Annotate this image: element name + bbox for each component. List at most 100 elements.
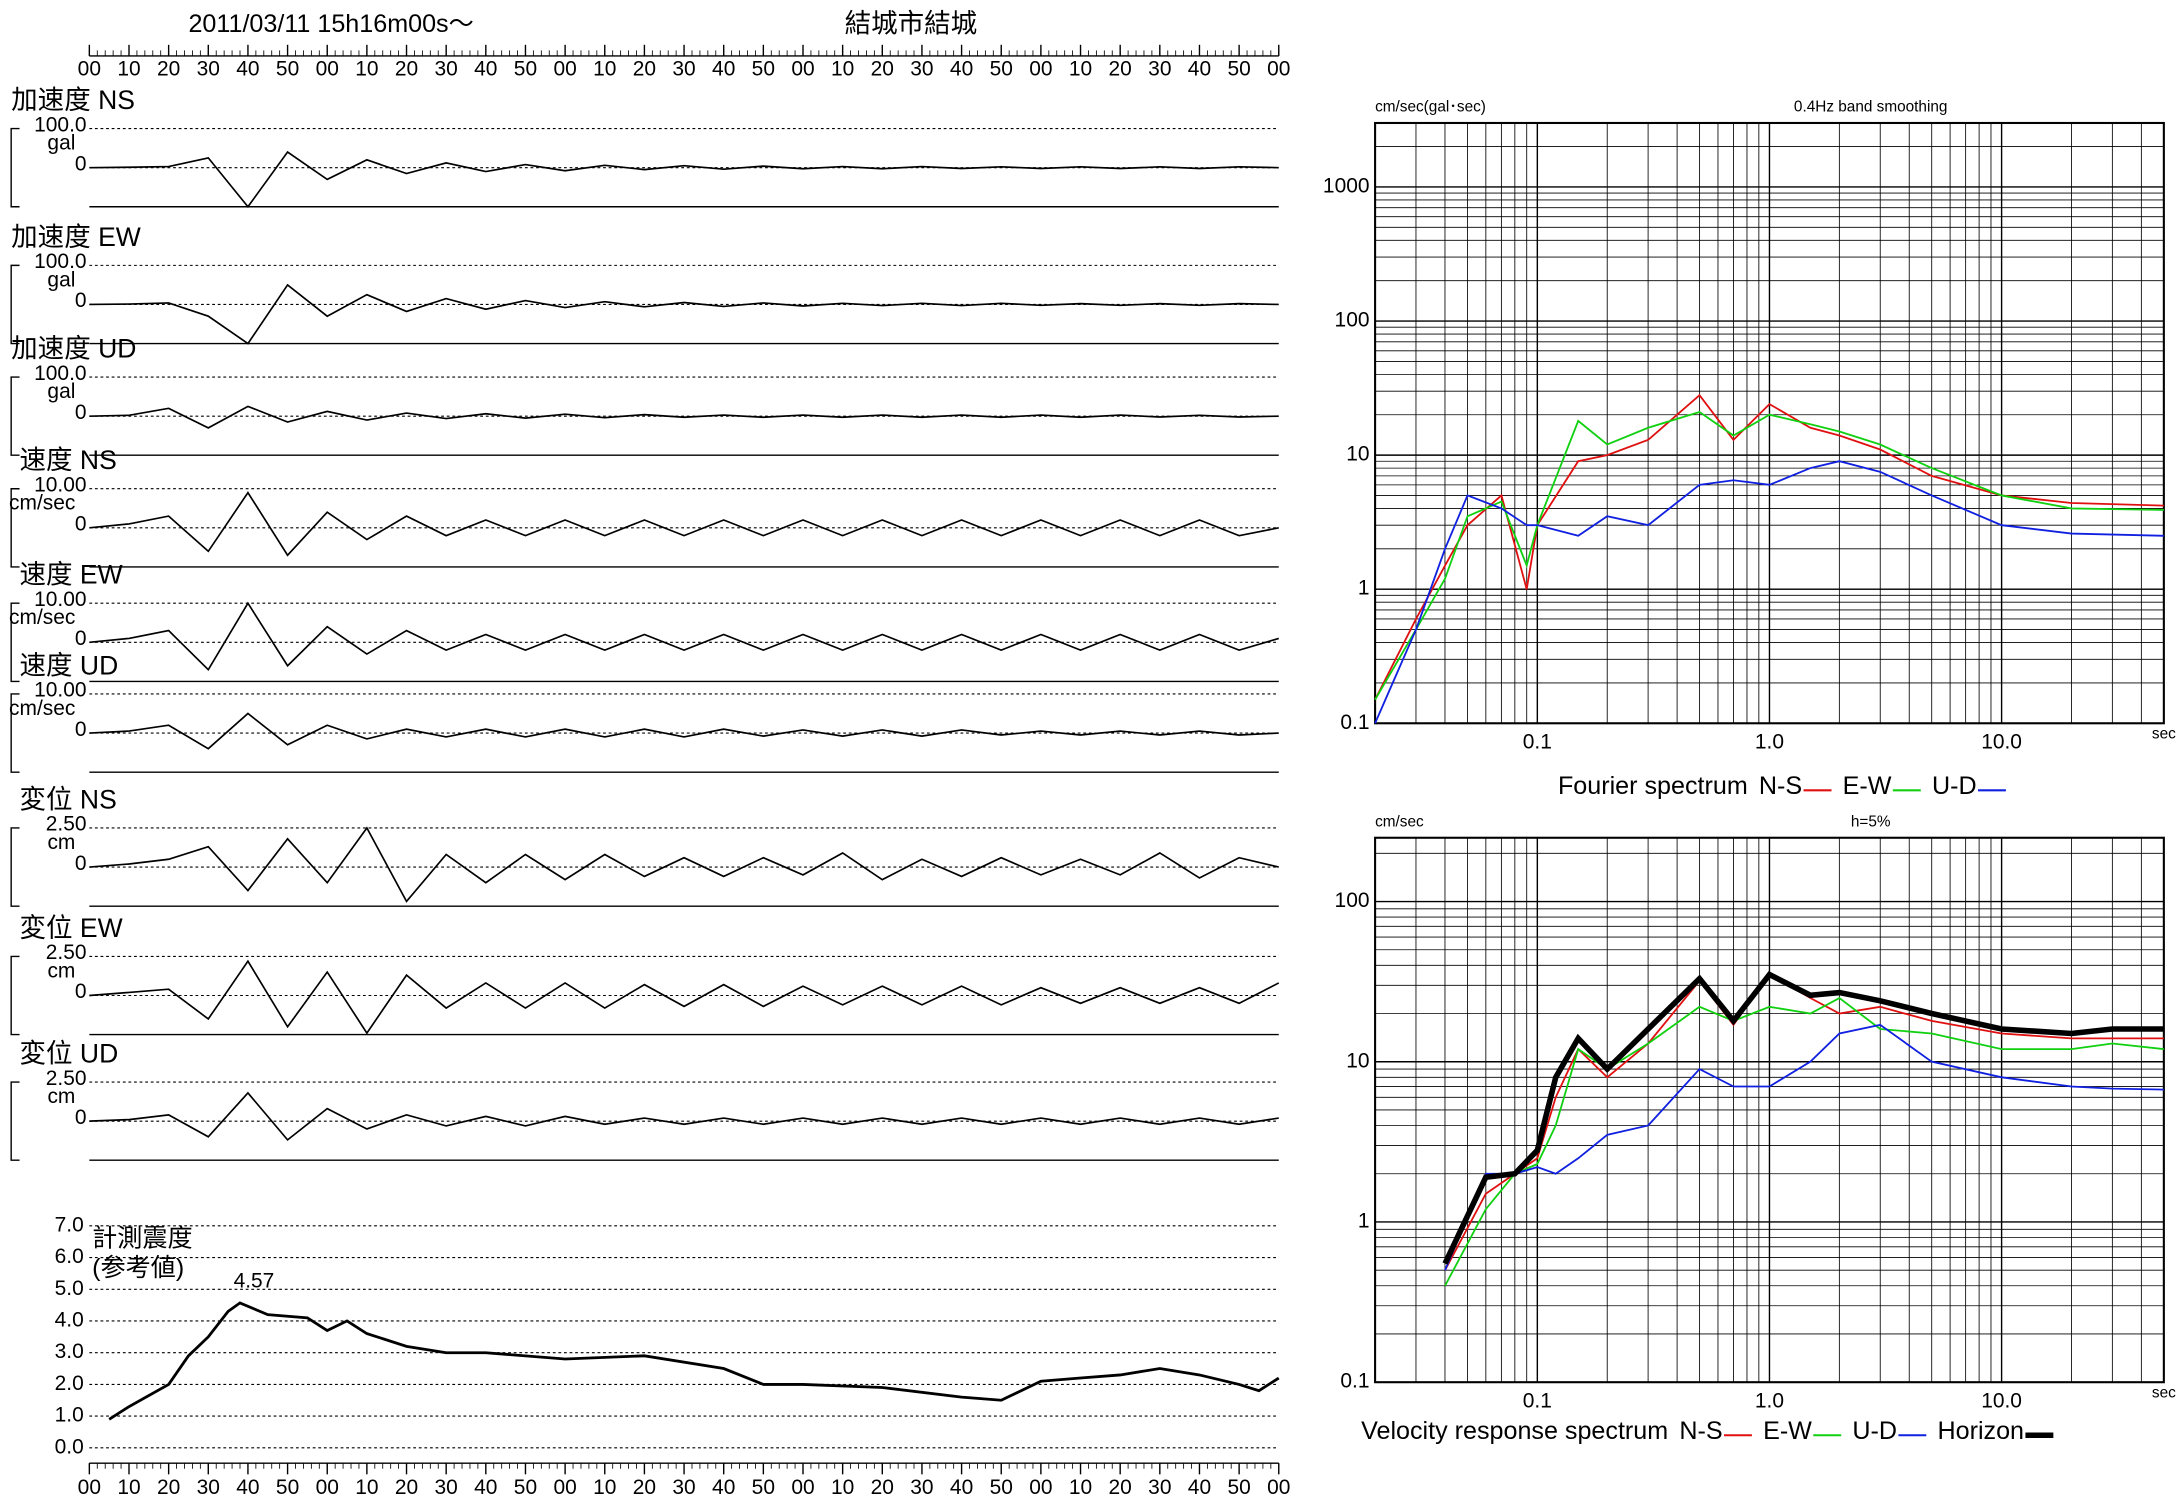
legend-entry: Horizon bbox=[1938, 1417, 2025, 1445]
waveform bbox=[89, 491, 1279, 557]
x-tick-label: 00 bbox=[78, 57, 101, 80]
spectrum-line bbox=[1444, 1023, 2164, 1271]
trace-title: 変位 NS bbox=[20, 784, 117, 814]
x-tick-label: 30 bbox=[672, 57, 695, 80]
y-tick-label: 2.0 bbox=[55, 1372, 84, 1395]
waveform bbox=[89, 150, 1279, 209]
x-tick-label: 20 bbox=[633, 1476, 656, 1499]
bracket bbox=[10, 264, 20, 345]
x-tick-label: 20 bbox=[1109, 1476, 1132, 1499]
waveform bbox=[89, 1091, 1279, 1142]
unit: cm/sec bbox=[9, 492, 75, 515]
x-tick-label: 30 bbox=[197, 57, 220, 80]
x-tick-label: 40 bbox=[712, 57, 735, 80]
x-tick-label: 40 bbox=[474, 1476, 497, 1499]
y-tick-label: 10 bbox=[1346, 443, 1369, 466]
x-tick-label: 50 bbox=[990, 1476, 1013, 1499]
unit: cm bbox=[47, 959, 75, 982]
waveform bbox=[89, 959, 1280, 1035]
x-tick-label: 10 bbox=[593, 57, 616, 80]
x-tick-label: 10 bbox=[117, 57, 140, 80]
x-tick-label: 10 bbox=[593, 1476, 616, 1499]
y-tick-label: 100.0 bbox=[34, 362, 86, 385]
x-tick-label: 10 bbox=[117, 1476, 140, 1499]
x-tick-label: 30 bbox=[435, 57, 458, 80]
x-tick-label: 20 bbox=[1109, 57, 1132, 80]
x-tick-label: 30 bbox=[672, 1476, 695, 1499]
plot-frame bbox=[1374, 836, 2165, 1384]
x-tick-label: 30 bbox=[1148, 1476, 1171, 1499]
legend-entry: N-S bbox=[1759, 772, 1802, 800]
x-tick-label: 20 bbox=[871, 1476, 894, 1499]
y-tick-label: 1000 bbox=[1323, 174, 1370, 197]
y-tick-label: 0 bbox=[75, 627, 87, 650]
y-tick-label: 100 bbox=[1335, 309, 1370, 332]
plot-frame bbox=[1374, 121, 2165, 725]
y-tick-label: 3.0 bbox=[55, 1340, 84, 1363]
y-tick-label: 0 bbox=[75, 980, 87, 1003]
waveform bbox=[89, 283, 1279, 345]
waveform bbox=[89, 712, 1279, 750]
spectrum-line bbox=[1442, 971, 2164, 1265]
x-tick-label: 30 bbox=[910, 57, 933, 80]
legend-title: Fourier spectrum bbox=[1558, 772, 1748, 800]
x-tick-label: 10.0 bbox=[1981, 730, 2022, 753]
x-tick-label: 1.0 bbox=[1755, 1389, 1784, 1412]
y-tick-label: 0 bbox=[75, 513, 87, 536]
datetime: 2011/03/11 15h16m00s～ bbox=[188, 10, 473, 38]
x-tick-label: 10 bbox=[831, 1476, 854, 1499]
chart-subtitle: 0.4Hz band smoothing bbox=[1794, 99, 1948, 116]
x-tick-label: 00 bbox=[553, 57, 576, 80]
trace-title: 速度 NS bbox=[20, 445, 117, 475]
bracket bbox=[10, 602, 20, 683]
x-unit: sec bbox=[2152, 1384, 2176, 1401]
x-tick-label: 30 bbox=[910, 1476, 933, 1499]
x-tick-label: 40 bbox=[712, 1476, 735, 1499]
x-tick-label: 40 bbox=[950, 57, 973, 80]
y-tick-label: 10 bbox=[1346, 1049, 1369, 1072]
trace-title: 速度 UD bbox=[20, 650, 119, 680]
waveform bbox=[89, 826, 1279, 903]
y-tick-label: 2.50 bbox=[46, 941, 87, 964]
y-tick-label: 10.00 bbox=[34, 679, 86, 702]
unit: cm/sec bbox=[9, 606, 75, 629]
spectrum-line bbox=[1444, 996, 2164, 1287]
legend-entry: E-W bbox=[1843, 772, 1892, 800]
x-tick-label: 00 bbox=[1267, 1476, 1290, 1499]
y-tick-label: 2.50 bbox=[46, 1067, 87, 1090]
y-tick-label: 7.0 bbox=[55, 1213, 84, 1236]
x-tick-label: 00 bbox=[791, 1476, 814, 1499]
x-tick-label: 20 bbox=[395, 1476, 418, 1499]
y-tick-label: 6.0 bbox=[55, 1245, 84, 1268]
unit: cm/sec bbox=[9, 697, 75, 720]
x-tick-label: 20 bbox=[633, 57, 656, 80]
unit: cm bbox=[47, 1085, 75, 1108]
y-tick-label: 0.0 bbox=[55, 1435, 84, 1458]
x-unit: sec bbox=[2152, 726, 2176, 743]
x-tick-label: 40 bbox=[1188, 1476, 1211, 1499]
x-tick-label: 30 bbox=[197, 1476, 220, 1499]
x-tick-label: 30 bbox=[1148, 57, 1171, 80]
trace-title: 速度 EW bbox=[20, 560, 123, 590]
x-tick-label: 00 bbox=[1029, 57, 1052, 80]
trace-title: 加速度 UD bbox=[11, 334, 136, 364]
legend-title: Velocity response spectrum bbox=[1361, 1417, 1668, 1445]
waveform bbox=[89, 601, 1280, 672]
y-tick-label: 0 bbox=[75, 152, 87, 175]
y-tick-label: 0 bbox=[75, 1106, 87, 1129]
y-tick-label: 0.1 bbox=[1340, 711, 1369, 734]
waveform bbox=[89, 405, 1279, 429]
x-tick-label: 40 bbox=[236, 57, 259, 80]
y-tick-label: 100.0 bbox=[34, 250, 86, 273]
y-tick-label: 1.0 bbox=[55, 1404, 84, 1427]
x-tick-label: 00 bbox=[316, 1476, 339, 1499]
x-tick-label: 40 bbox=[1188, 57, 1211, 80]
trace-title: 変位 UD bbox=[20, 1039, 119, 1069]
x-tick-label: 00 bbox=[316, 57, 339, 80]
x-tick-label: 50 bbox=[990, 57, 1013, 80]
bracket bbox=[10, 127, 20, 208]
x-tick-label: 30 bbox=[435, 1476, 458, 1499]
y-tick-label: 4.0 bbox=[55, 1309, 84, 1332]
y-tick-label: 100 bbox=[1335, 889, 1370, 912]
